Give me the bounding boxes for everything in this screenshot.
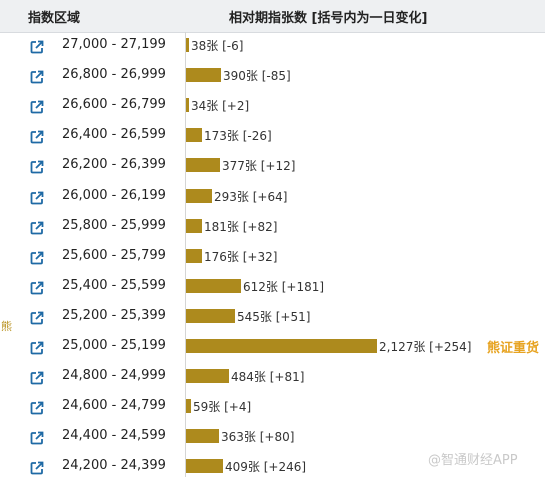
index-range-label: 24,800 - 24,999	[62, 368, 166, 384]
table-row: 26,400 - 26,599 173张 [-26]	[0, 121, 545, 151]
index-range-label: 26,200 - 26,399	[62, 157, 166, 173]
contract-bar	[186, 158, 220, 173]
external-link-icon[interactable]	[30, 370, 44, 385]
table-row: 25,800 - 25,999 181张 [+82]	[0, 212, 545, 242]
table-row: 27,000 - 27,199 38张 [-6]	[0, 31, 545, 61]
index-range-label: 26,600 - 26,799	[62, 97, 166, 113]
external-link-icon[interactable]	[30, 129, 44, 144]
contract-bar	[186, 188, 212, 203]
external-link-icon[interactable]	[30, 430, 44, 445]
table-row: 25,600 - 25,799 176张 [+32]	[0, 242, 545, 272]
contract-value-label: 2,127张 [+254]	[379, 340, 472, 354]
index-range-label: 27,000 - 27,199	[62, 37, 166, 52]
external-link-icon[interactable]	[30, 159, 44, 174]
contract-value-label: 173张 [-26]	[204, 129, 272, 144]
external-link-icon[interactable]	[30, 460, 44, 475]
table-row: 24,600 - 24,799 59张 [+4]	[0, 392, 545, 422]
external-link-icon[interactable]	[30, 400, 44, 415]
contract-bar	[186, 429, 219, 444]
contract-value-label: 59张 [+4]	[193, 400, 252, 415]
column-header-index-range: 指数区域	[28, 11, 81, 26]
contract-bar	[186, 339, 377, 353]
table-row: 26,200 - 26,399 377张 [+12]	[0, 151, 545, 181]
contract-bar	[186, 369, 229, 384]
table-row: 24,800 - 24,999 484张 [+81]	[0, 362, 545, 392]
contract-value-label: 612张 [+181]	[243, 279, 325, 294]
external-link-icon[interactable]	[30, 190, 44, 204]
external-link-icon[interactable]	[30, 250, 44, 265]
index-range-label: 26,000 - 26,199	[62, 187, 166, 203]
contract-value-label: 377张 [+12]	[222, 159, 296, 174]
index-range-label: 25,600 - 25,799	[62, 247, 166, 263]
table-row: 25,000 - 25,199 2,127张 [+254] 熊证重货	[0, 332, 545, 362]
index-range-label: 25,000 - 25,199	[62, 338, 166, 353]
index-range-label: 24,200 - 24,399	[62, 458, 166, 474]
external-link-icon[interactable]	[30, 340, 44, 355]
contract-bar	[186, 38, 189, 52]
index-range-label: 26,400 - 26,599	[62, 127, 166, 143]
external-link-icon[interactable]	[30, 220, 44, 234]
contract-value-label: 176张 [+32]	[204, 249, 278, 264]
external-link-icon[interactable]	[30, 310, 44, 325]
table-header: 指数区域 相对期指张数 [括号内为一日变化]	[0, 0, 545, 33]
contract-value-label: 484张 [+81]	[231, 370, 305, 385]
contract-bar	[186, 278, 241, 293]
contract-bar	[186, 218, 202, 233]
table-row: 26,000 - 26,199 293张 [+64]	[0, 182, 545, 212]
external-link-icon[interactable]	[30, 280, 44, 295]
contract-bar	[186, 399, 191, 414]
index-range-label: 24,400 - 24,599	[62, 428, 166, 444]
contract-value-label: 545张 [+51]	[237, 309, 311, 324]
table-row: 24,200 - 24,399 409张 [+246]	[0, 452, 545, 482]
contract-value-label: 409张 [+246]	[225, 460, 307, 475]
contract-value-label: 293张 [+64]	[214, 189, 288, 204]
external-link-icon[interactable]	[30, 99, 44, 114]
table-row: 25,200 - 25,399 545张 [+51]	[0, 302, 545, 332]
table-row: 26,800 - 26,999 390张 [-85]	[0, 61, 545, 91]
table-row: 24,400 - 24,599 363张 [+80]	[0, 422, 545, 452]
contract-value-label: 363张 [+80]	[221, 430, 295, 445]
highlight-note: 熊证重货	[487, 341, 540, 356]
contract-bar	[186, 68, 221, 83]
table-row: 26,600 - 26,799 34张 [+2]	[0, 91, 545, 121]
side-label: 熊	[1, 320, 12, 333]
contract-bar	[186, 308, 235, 323]
column-header-contracts: 相对期指张数 [括号内为一日变化]	[229, 11, 428, 26]
contract-bar	[186, 459, 223, 474]
index-range-label: 25,400 - 25,599	[62, 277, 166, 293]
contract-bar	[186, 248, 202, 263]
index-range-label: 25,200 - 25,399	[62, 307, 166, 323]
contract-bar	[186, 128, 202, 143]
external-link-icon[interactable]	[30, 69, 44, 84]
contract-value-label: 390张 [-85]	[223, 69, 291, 84]
index-range-label: 26,800 - 26,999	[62, 67, 166, 83]
index-range-label: 25,800 - 25,999	[62, 217, 166, 233]
index-range-label: 24,600 - 24,799	[62, 398, 166, 414]
table-row: 25,400 - 25,599 612张 [+181]	[0, 272, 545, 302]
watermark: @智通财经APP	[428, 453, 518, 468]
contract-value-label: 38张 [-6]	[191, 39, 244, 53]
contract-value-label: 181张 [+82]	[204, 219, 278, 234]
contract-value-label: 34张 [+2]	[191, 99, 250, 114]
column-divider	[185, 32, 186, 477]
external-link-icon[interactable]	[30, 39, 44, 54]
contract-bar	[186, 98, 189, 113]
